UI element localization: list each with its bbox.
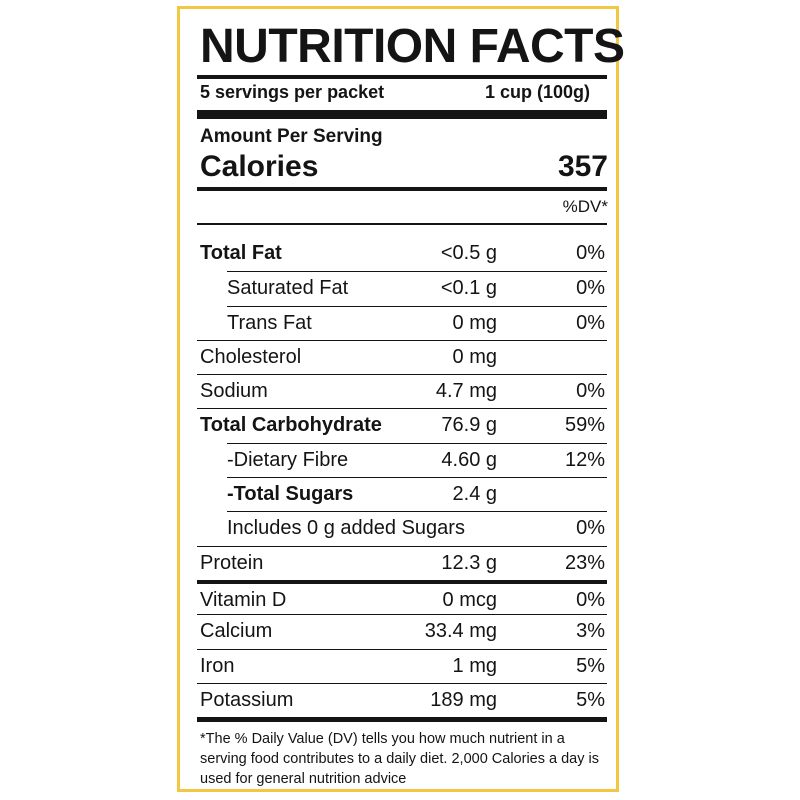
dv-rule xyxy=(197,223,607,225)
nutrient-amount: 0 mcg xyxy=(442,588,497,611)
nutrient-amount: <0.5 g xyxy=(440,242,497,264)
nutrient-dv: 0% xyxy=(576,311,605,334)
dv-header: %DV* xyxy=(562,197,608,216)
nutrient-row-cholesterol: Cholesterol 0 mg xyxy=(197,339,607,374)
calories-row: Calories 357 xyxy=(200,147,608,187)
amount-per-serving: Amount Per Serving xyxy=(200,126,383,147)
nutrient-label: Cholesterol xyxy=(200,345,302,368)
nutrient-label: Calcium xyxy=(200,620,273,643)
calories-rule xyxy=(197,187,607,191)
footnote: *The % Daily Value (DV) tells you how mu… xyxy=(200,731,599,787)
nutrient-dv: 3% xyxy=(576,620,605,643)
nutrient-row-trans-fat: Trans Fat 0 mg 0% xyxy=(227,305,607,340)
nutrient-row-total-fat: Total Fat <0.5 g 0% xyxy=(197,237,607,271)
nutrition-facts-panel: NUTRITION FACTS 5 servings per packet 1 … xyxy=(177,6,625,792)
nutrient-dv: 5% xyxy=(576,688,605,711)
nutrient-dv: 23% xyxy=(564,551,605,574)
nutrient-amount: 4.60 g xyxy=(441,448,497,471)
nutrient-amount: 189 mg xyxy=(430,688,497,711)
footnote-rule xyxy=(197,717,607,722)
nutrient-row-added-sugars: Includes 0 g added Sugars 0% xyxy=(227,511,607,545)
nutrient-amount: 1 mg xyxy=(452,654,497,677)
nutrient-label: Total Fat xyxy=(200,242,282,264)
nutrient-label: Potassium xyxy=(200,688,294,711)
nutrient-dv: 0% xyxy=(576,588,605,611)
nutrient-row-calcium: Calcium 33.4 mg 3% xyxy=(197,614,607,648)
nutrient-row-dietary-fibre: -Dietary Fibre 4.60 g 12% xyxy=(227,442,607,477)
nutrient-amount: 76.9 g xyxy=(441,414,497,437)
nutrient-label: Vitamin D xyxy=(200,588,287,611)
serving-info: 5 servings per packet 1 cup (100g) xyxy=(200,80,590,104)
nutrient-row-total-sugars: -Total Sugars 2.4 g xyxy=(227,477,607,511)
nutrient-amount: 2.4 g xyxy=(452,483,497,506)
nutrient-row-sodium: Sodium 4.7 mg 0% xyxy=(197,374,607,408)
nutrient-amount: 0 mg xyxy=(452,345,497,368)
nutrient-dv: 12% xyxy=(564,448,605,471)
nutrient-label: Saturated Fat xyxy=(227,277,349,300)
nutrient-amount: 33.4 mg xyxy=(424,620,497,643)
nutrient-row-total-carbohydrate: Total Carbohydrate 76.9 g 59% xyxy=(197,408,607,442)
nutrient-dv: 5% xyxy=(576,654,605,677)
nutrient-label: Iron xyxy=(200,654,235,677)
label-title: NUTRITION FACTS xyxy=(200,20,625,73)
nutrient-table: Total Fat <0.5 g 0% Saturated Fat <0.1 g… xyxy=(197,237,607,717)
nutrient-label: -Total Sugars xyxy=(227,483,354,506)
nutrient-amount: 0 mg xyxy=(452,311,497,334)
nutrient-amount: <0.1 g xyxy=(440,277,497,300)
nutrient-label: Total Carbohydrate xyxy=(200,414,382,437)
nutrient-row-iron: Iron 1 mg 5% xyxy=(197,648,607,683)
serving-size: 1 cup (100g) xyxy=(484,82,590,102)
nutrient-row-vitamin-d: Vitamin D 0 mcg 0% xyxy=(197,579,607,614)
nutrient-label: Sodium xyxy=(200,380,268,403)
nutrient-row-saturated-fat: Saturated Fat <0.1 g 0% xyxy=(227,271,607,305)
nutrient-label: Includes 0 g added Sugars xyxy=(227,517,465,540)
nutrient-amount: 12.3 g xyxy=(441,551,497,574)
nutrient-amount: 4.7 mg xyxy=(435,380,497,403)
nutrient-row-protein: Protein 12.3 g 23% xyxy=(197,545,607,580)
nutrient-row-potassium: Potassium 189 mg 5% xyxy=(197,682,607,717)
nutrient-label: Trans Fat xyxy=(227,311,312,334)
nutrient-dv: 0% xyxy=(576,380,605,403)
nutrient-dv: 59% xyxy=(564,414,605,437)
calories-label: Calories xyxy=(200,150,319,183)
calories-value: 357 xyxy=(557,150,608,183)
nutrient-dv: 0% xyxy=(576,242,605,264)
nutrient-dv: 0% xyxy=(576,517,605,540)
title-rule xyxy=(197,75,607,79)
nutrient-label: -Dietary Fibre xyxy=(227,448,349,471)
serving-thick-rule xyxy=(197,110,607,119)
servings-per-packet: 5 servings per packet xyxy=(200,82,385,102)
nutrient-label: Protein xyxy=(200,551,264,574)
nutrient-dv: 0% xyxy=(576,277,605,300)
